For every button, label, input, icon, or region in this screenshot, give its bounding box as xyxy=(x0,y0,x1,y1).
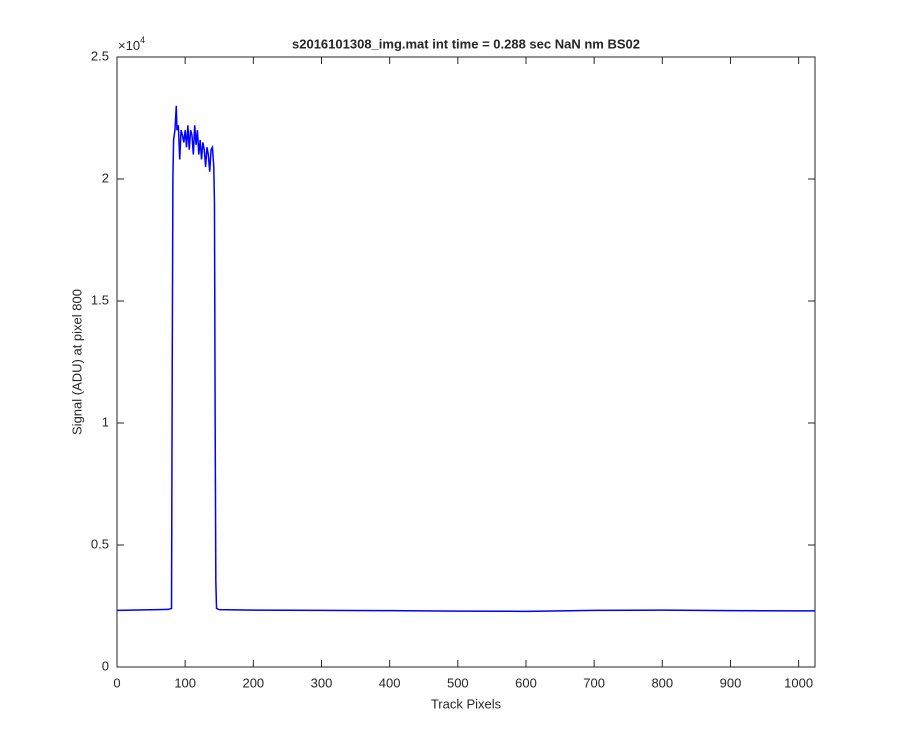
y-tick-label: 0.5 xyxy=(91,536,109,551)
x-tick-label: 1000 xyxy=(784,675,813,690)
data-line xyxy=(116,105,815,613)
y-tick-label: 1.5 xyxy=(91,292,109,307)
x-tick-label: 200 xyxy=(242,675,264,690)
x-tick-label: 500 xyxy=(447,675,469,690)
y-multiplier: ×104 xyxy=(118,35,145,53)
y-tick-label: 2 xyxy=(102,170,109,185)
y-multiplier-base: ×10 xyxy=(118,38,140,53)
x-tick-label: 300 xyxy=(311,675,333,690)
chart-title: s2016101308_img.mat int time = 0.288 sec… xyxy=(292,36,640,51)
x-tick-label: 600 xyxy=(515,675,537,690)
plot-box xyxy=(116,56,816,668)
y-tick-label: 2.5 xyxy=(91,48,109,63)
x-tick-label: 700 xyxy=(583,675,605,690)
x-tick-label: 100 xyxy=(174,675,196,690)
x-tick-label: 0 xyxy=(113,675,120,690)
x-tick-label: 900 xyxy=(720,675,742,690)
x-axis-label: Track Pixels xyxy=(431,696,502,711)
x-tick-label: 800 xyxy=(651,675,673,690)
y-tick-label: 0 xyxy=(102,658,109,673)
x-tick-label: 400 xyxy=(379,675,401,690)
y-axis-label: Signal (ADU) at pixel 800 xyxy=(69,289,84,435)
y-tick-label: 1 xyxy=(102,414,109,429)
y-multiplier-exponent: 4 xyxy=(140,35,145,45)
